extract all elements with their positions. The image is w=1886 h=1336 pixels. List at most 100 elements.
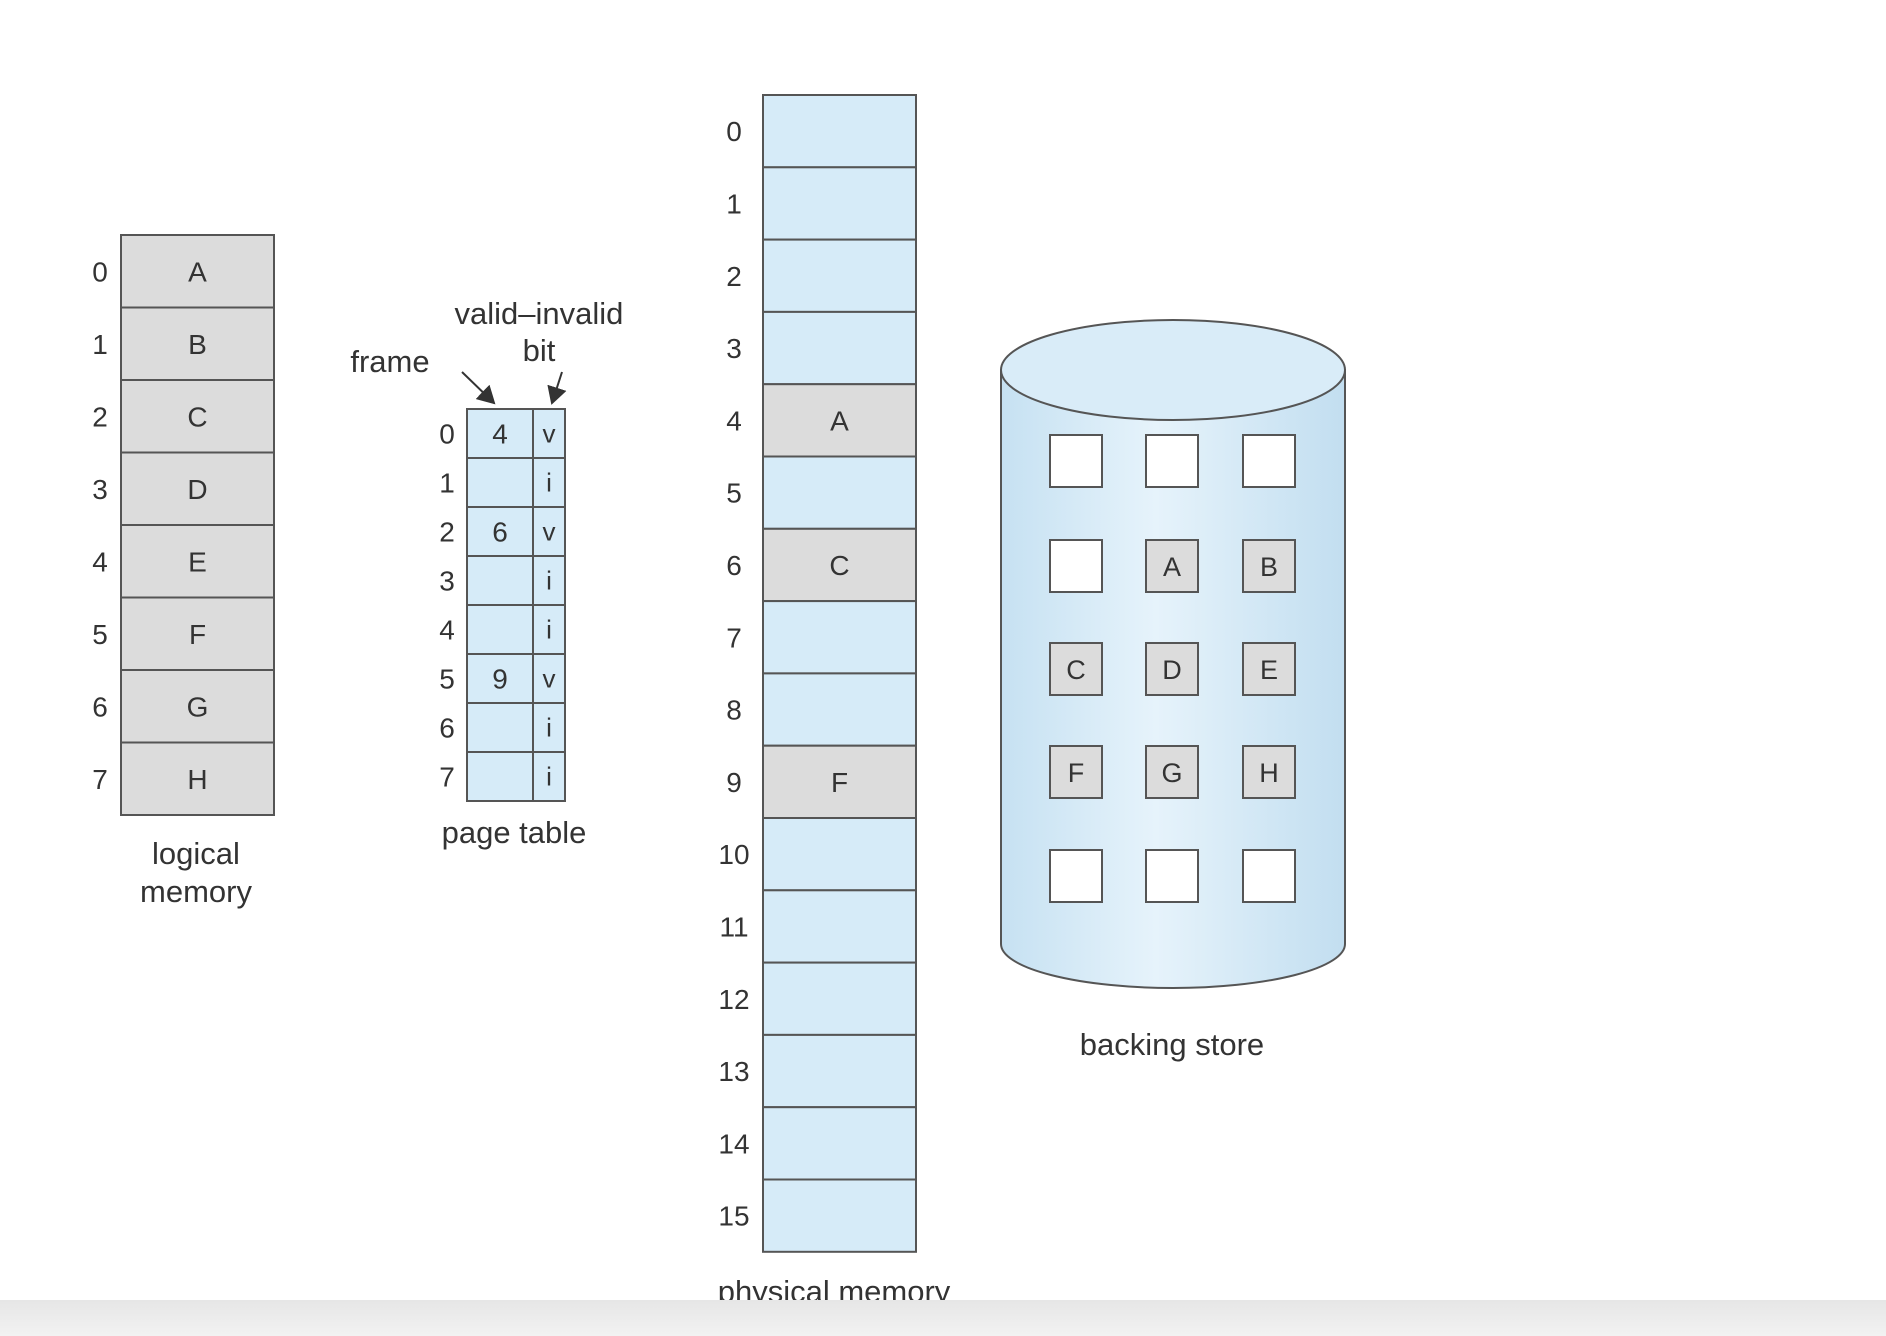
page-table-valid-bit: i bbox=[546, 615, 552, 645]
physical-frame-cell bbox=[762, 455, 917, 530]
backing-store-block bbox=[1242, 849, 1296, 903]
logical-page-label: H bbox=[187, 764, 207, 795]
physical-frame-index: 9 bbox=[726, 767, 742, 798]
logical-page-cell bbox=[120, 451, 275, 526]
logical-page-cell bbox=[120, 306, 275, 381]
physical-frame-index: 8 bbox=[726, 695, 742, 726]
physical-frame-cell bbox=[762, 961, 917, 1036]
logical-page-cell bbox=[120, 234, 275, 309]
frame-arrow bbox=[461, 371, 496, 405]
backing-store-block bbox=[1145, 539, 1199, 593]
backing-store-block bbox=[1049, 745, 1103, 799]
logical-page-label: G bbox=[187, 691, 209, 722]
page-table: 4 v 0 i 1 6 v 2 i 3 i 4 9 v 5 i 6 i 7 bbox=[439, 408, 566, 802]
physical-frame-cell bbox=[762, 238, 917, 313]
physical-frame-index: 5 bbox=[726, 478, 742, 509]
logical-page-label: F bbox=[189, 619, 206, 650]
physical-frame-cell bbox=[762, 94, 917, 169]
page-table-bit-cell bbox=[532, 653, 566, 704]
page-table-valid-bit: v bbox=[543, 664, 556, 694]
page-table-valid-bit: i bbox=[546, 713, 552, 743]
page-table-frame-cell bbox=[466, 653, 534, 704]
backing-store-block bbox=[1242, 434, 1296, 488]
backing-store-block bbox=[1145, 642, 1199, 696]
physical-frame-index: 14 bbox=[718, 1128, 749, 1159]
physical-frame-cell bbox=[762, 600, 917, 675]
logical-page-index: 3 bbox=[92, 474, 108, 505]
backing-store-block-label: C bbox=[1066, 655, 1086, 685]
backing-store-block bbox=[1242, 539, 1296, 593]
physical-frame-cell bbox=[762, 817, 917, 892]
page-table-index: 0 bbox=[439, 419, 455, 450]
physical-frame-label: F bbox=[831, 767, 848, 798]
physical-frame-cell bbox=[762, 889, 917, 964]
logical-page-cell bbox=[120, 379, 275, 454]
page-table-bit-label: bit bbox=[523, 333, 556, 368]
logical-memory: A 0 B 1 C 2 D 3 E 4 F 5 G 6 H 7 bbox=[92, 234, 275, 816]
physical-frame-cell bbox=[762, 166, 917, 241]
logical-page-label: A bbox=[188, 256, 207, 287]
page-table-bit-cell bbox=[532, 408, 566, 459]
physical-frame-cell bbox=[762, 383, 917, 458]
backing-store-block-label: E bbox=[1260, 655, 1278, 685]
logical-page-index: 7 bbox=[92, 764, 108, 795]
physical-frame-index: 6 bbox=[726, 550, 742, 581]
physical-frame-index: 7 bbox=[726, 622, 742, 653]
page-table-valid-invalid-label: valid–invalid bbox=[455, 296, 624, 331]
page-table-valid-bit: v bbox=[543, 419, 556, 449]
physical-frame-cell bbox=[762, 527, 917, 603]
page-table-valid-bit: i bbox=[546, 566, 552, 596]
valid-bit-arrow bbox=[547, 371, 567, 405]
logical-page-index: 4 bbox=[92, 546, 108, 577]
backing-store-block-label: D bbox=[1162, 655, 1182, 685]
page-table-frame-cell bbox=[466, 506, 534, 557]
page-table-frame-cell bbox=[466, 702, 534, 753]
backing-store-block bbox=[1242, 745, 1296, 799]
backing-store-block-label: G bbox=[1161, 758, 1182, 788]
logical-page-index: 6 bbox=[92, 691, 108, 722]
physical-frame-index: 1 bbox=[726, 188, 742, 219]
page-table-frame-cell bbox=[466, 555, 534, 606]
physical-frame-cell bbox=[762, 1033, 917, 1109]
physical-frame-index: 10 bbox=[718, 839, 749, 870]
page-table-index: 1 bbox=[439, 468, 455, 499]
physical-frame-label: C bbox=[829, 550, 849, 581]
logical-page-index: 5 bbox=[92, 619, 108, 650]
page-table-index: 2 bbox=[439, 517, 455, 548]
logical-page-label: C bbox=[187, 401, 207, 432]
backing-store-label: backing store bbox=[1080, 1027, 1264, 1062]
logical-page-label: E bbox=[188, 546, 207, 577]
backing-store-block bbox=[1049, 642, 1103, 696]
page-table-frame-number: 6 bbox=[492, 517, 508, 548]
physical-frame-cell bbox=[762, 1106, 917, 1181]
logical-page-label: B bbox=[188, 329, 207, 360]
backing-store-block bbox=[1049, 849, 1103, 903]
page-table-index: 6 bbox=[439, 713, 455, 744]
physical-frame-label: A bbox=[830, 405, 849, 436]
backing-store-block-label: A bbox=[1163, 552, 1181, 582]
backing-store: A B C D E F G H bbox=[1049, 434, 1296, 903]
logical-memory-label-line2: memory bbox=[140, 874, 252, 909]
logical-page-index: 2 bbox=[92, 401, 108, 432]
physical-frame-cell bbox=[762, 1178, 917, 1253]
page-table-frame-cell bbox=[466, 604, 534, 655]
page-table-index: 7 bbox=[439, 762, 455, 793]
page-table-valid-bit: i bbox=[546, 762, 552, 792]
physical-frame-index: 0 bbox=[726, 116, 742, 147]
page-table-bit-cell bbox=[532, 751, 566, 802]
physical-frame-index: 13 bbox=[718, 1056, 749, 1087]
page-table-frame-cell bbox=[466, 457, 534, 508]
backing-store-block bbox=[1049, 434, 1103, 488]
backing-store-block bbox=[1145, 849, 1199, 903]
physical-frame-index: 11 bbox=[719, 911, 748, 942]
page-table-frame-cell bbox=[466, 751, 534, 802]
logical-page-label: D bbox=[187, 474, 207, 505]
page-table-label: page table bbox=[442, 815, 587, 850]
page-table-frame-number: 4 bbox=[492, 419, 508, 450]
physical-frame-index: 15 bbox=[718, 1201, 749, 1232]
backing-store-block-label: B bbox=[1260, 552, 1278, 582]
logical-page-index: 1 bbox=[92, 329, 108, 360]
backing-store-block bbox=[1242, 642, 1296, 696]
logical-page-cell bbox=[120, 741, 275, 816]
